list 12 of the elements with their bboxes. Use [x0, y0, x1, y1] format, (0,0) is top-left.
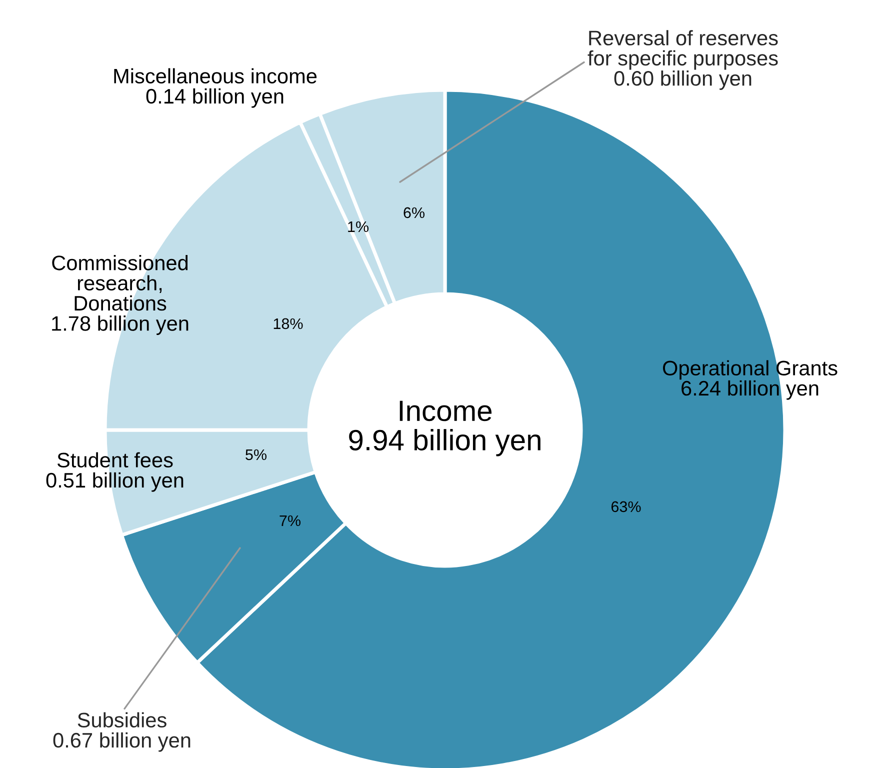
text: Income 9.94 billion yen [349, 400, 540, 456]
slice-label: Subsidies 0.67 billion yen [53, 712, 190, 752]
data-label: 18% [274, 318, 303, 330]
slice-label: Commissioned research, Donations 1.78 billion yen [52, 255, 188, 335]
data-label: 6% [404, 207, 424, 218]
data-label: 7% [280, 515, 300, 526]
data-label: 1% [348, 221, 368, 232]
data-label: 5% [246, 449, 266, 460]
data-label: 63% [611, 501, 641, 512]
slice-label: Student fees 0.51 billion yen [46, 452, 184, 492]
slice-label: Reversal of reserves for specific purposes 0.60 billion yen [588, 30, 778, 90]
slice-label: Miscellaneous income 0.14 billion yen [114, 68, 317, 108]
